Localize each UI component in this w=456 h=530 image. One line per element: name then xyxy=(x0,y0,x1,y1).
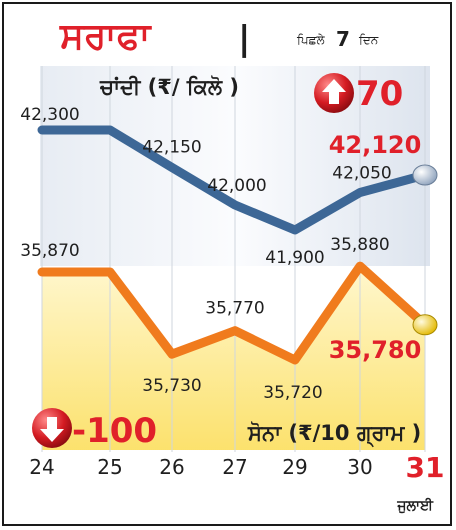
silver-series-line xyxy=(37,125,430,235)
gold-label-26: 35,730 xyxy=(142,376,201,396)
x-tick-24: 24 xyxy=(29,455,54,479)
gold-series-line xyxy=(37,261,430,365)
x-tick-25: 25 xyxy=(97,455,122,479)
chart-title: ਸਰਾਫਾ xyxy=(59,16,152,57)
period-number: 7 xyxy=(336,27,350,51)
red-down-arrow-circle-icon xyxy=(32,408,72,448)
x-tick-31: 31 xyxy=(406,451,445,484)
x-axis-month-label: ਜੁਲਾਈ xyxy=(396,497,434,514)
silver-end-marker xyxy=(412,164,438,186)
gold-label-27: 35,770 xyxy=(205,299,264,319)
silver-change: 70 xyxy=(356,74,403,114)
silver-label-24: 42,300 xyxy=(20,105,79,125)
silver-label-30: 42,050 xyxy=(332,164,391,184)
gold-label-30: 35,880 xyxy=(330,235,389,255)
x-tick-29: 29 xyxy=(282,455,307,479)
silver-label: ਚਾਂਦੀ (₹/ ਕਿਲੋ ) xyxy=(99,74,239,99)
x-tick-26: 26 xyxy=(159,455,184,479)
gold-label-24: 35,870 xyxy=(20,241,79,261)
x-tick-30: 30 xyxy=(347,455,372,479)
x-tick-27: 27 xyxy=(222,455,247,479)
silver-label-29: 41,900 xyxy=(265,248,324,268)
silver-latest-label: 42,120 xyxy=(329,131,422,159)
gold-label: ਸੋਨਾ (₹/10 ਗ੍ਰਾਮ ) xyxy=(247,420,421,449)
gold-change: -100 xyxy=(72,411,157,451)
gold-end-marker xyxy=(412,314,438,336)
silver-label-26: 42,150 xyxy=(142,138,201,158)
x-axis-ticks: 24 25 26 27 29 30 31 xyxy=(29,451,444,484)
period-prefix: ਪਿਛਲੇ xyxy=(296,33,325,47)
gold-label-29: 35,720 xyxy=(263,383,322,403)
gold-latest-label: 35,780 xyxy=(329,336,422,364)
red-up-arrow-circle-icon xyxy=(314,73,354,113)
data-labels: 42,300 42,150 42,000 41,900 42,050 42,120 35,8… xyxy=(20,105,421,403)
period-suffix: ਦਿਨ xyxy=(358,33,379,47)
series-layer xyxy=(37,125,438,365)
header-separator: | xyxy=(238,19,250,59)
silver-label-27: 42,000 xyxy=(207,176,266,196)
